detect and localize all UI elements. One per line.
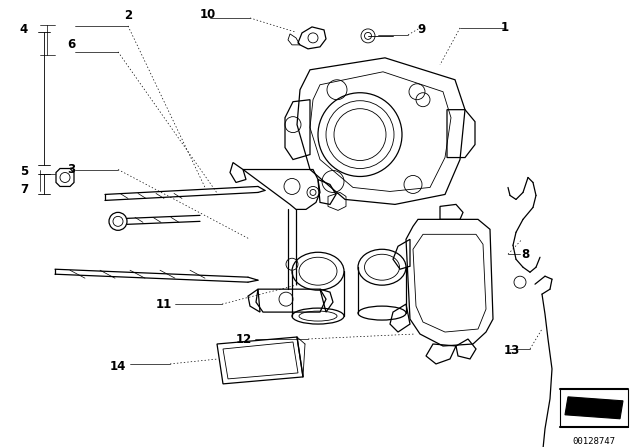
Text: 6: 6 bbox=[67, 39, 75, 52]
Text: 00128747: 00128747 bbox=[573, 437, 616, 446]
Text: 14: 14 bbox=[109, 361, 126, 374]
Text: 3: 3 bbox=[67, 163, 75, 176]
Text: 10: 10 bbox=[200, 9, 216, 22]
Text: 11: 11 bbox=[156, 297, 172, 310]
Text: 8: 8 bbox=[521, 248, 529, 261]
Text: 7: 7 bbox=[20, 183, 28, 196]
Polygon shape bbox=[565, 397, 623, 419]
Text: 2: 2 bbox=[124, 9, 132, 22]
Text: 12: 12 bbox=[236, 332, 252, 345]
Text: 1: 1 bbox=[501, 22, 509, 34]
Text: 13: 13 bbox=[504, 345, 520, 358]
Text: 9: 9 bbox=[418, 23, 426, 36]
Text: 5: 5 bbox=[20, 165, 28, 178]
Text: 4: 4 bbox=[20, 23, 28, 36]
